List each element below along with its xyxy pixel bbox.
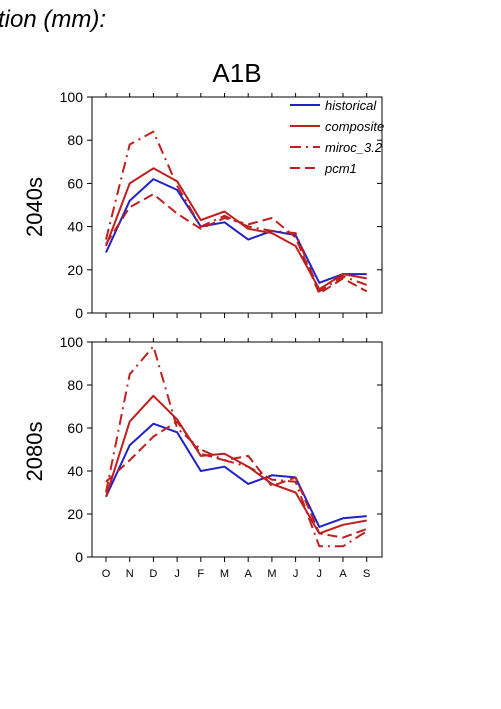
x-tick-label: D bbox=[149, 568, 157, 580]
series-line-pcm1 bbox=[105, 193, 368, 295]
panel-2080s: 0 20 40 60 80 100 O N D J F M A M J J A S 2080s bbox=[22, 334, 383, 580]
y-axis-label: 2040s bbox=[22, 177, 47, 237]
y-tick-label: 80 bbox=[67, 132, 83, 148]
x-tick-label: F bbox=[197, 568, 204, 580]
x-tick-label: J bbox=[317, 568, 323, 580]
x-tick-label: A bbox=[339, 568, 347, 580]
y-tick-label: 20 bbox=[67, 506, 83, 522]
y-tick-label: 0 bbox=[75, 549, 83, 565]
x-tick-label: O bbox=[102, 568, 111, 580]
y-tick-label: 0 bbox=[75, 305, 83, 321]
chart-title: A1B bbox=[212, 58, 261, 88]
y-tick-label: 60 bbox=[67, 420, 83, 436]
legend-label: miroc_3.2 bbox=[325, 140, 383, 155]
x-tick-label: M bbox=[220, 568, 229, 580]
y-tick-label: 100 bbox=[60, 89, 84, 105]
y-axis-label: 2080s bbox=[22, 422, 47, 482]
x-tick-label: M bbox=[267, 568, 276, 580]
series-line-historical bbox=[105, 422, 367, 528]
x-tick-label: J bbox=[293, 568, 299, 580]
plot-frame bbox=[91, 96, 383, 314]
x-tick-label: N bbox=[126, 568, 134, 580]
y-tick-label: 80 bbox=[67, 377, 83, 393]
y-tick-label: 60 bbox=[67, 175, 83, 191]
series-line-historical bbox=[105, 178, 367, 284]
plot-frame bbox=[91, 341, 383, 558]
legend-label: pcm1 bbox=[324, 161, 357, 176]
header-text: tion (mm): bbox=[0, 6, 106, 33]
x-tick-label: J bbox=[174, 568, 180, 580]
y-tick-label: 40 bbox=[67, 219, 83, 235]
series-line-composite bbox=[105, 394, 367, 535]
y-tick-label: 100 bbox=[60, 334, 84, 350]
series-line-pcm1 bbox=[105, 420, 368, 539]
y-tick-label: 40 bbox=[67, 463, 83, 479]
y-tick-label: 20 bbox=[67, 262, 83, 278]
series-line-miroc-3-2 bbox=[105, 130, 368, 293]
legend-label: composite bbox=[325, 119, 384, 134]
legend-label: historical bbox=[325, 98, 377, 113]
x-tick-label: S bbox=[363, 568, 370, 580]
x-tick-label: A bbox=[245, 568, 253, 580]
panel-2040s: 0 20 40 60 80 100 2040s historical composite miro… bbox=[22, 89, 384, 321]
